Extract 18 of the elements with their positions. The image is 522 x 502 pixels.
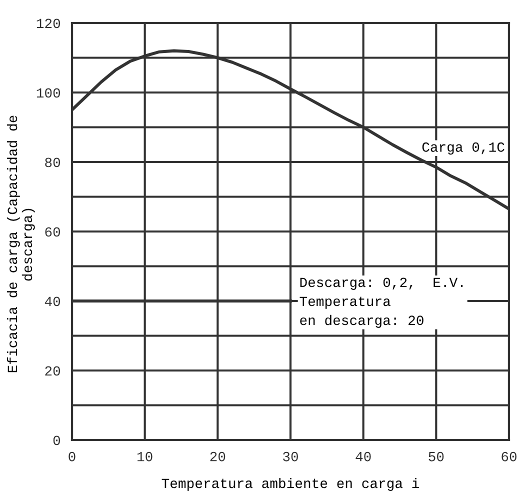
y-tick-label: 0 bbox=[53, 436, 60, 446]
y-axis-title: Eficacia de carga (Capacidad de descarga) bbox=[6, 116, 35, 372]
x-tick-label: 40 bbox=[356, 452, 371, 462]
y-tick-label: 60 bbox=[45, 227, 60, 237]
y-tick-label: 100 bbox=[36, 88, 60, 98]
x-tick-label: 0 bbox=[68, 452, 76, 462]
x-tick-label: 20 bbox=[210, 452, 226, 462]
series-label: Carga 0,1C bbox=[422, 142, 504, 155]
y-tick-label: 120 bbox=[36, 18, 60, 28]
x-tick-label: 60 bbox=[502, 452, 516, 462]
x-tick-label: 30 bbox=[283, 452, 298, 462]
series-label: Descarga: 0,2, E.V. Temperatura en descarga: 20 bbox=[300, 278, 463, 328]
y-tick-label: 80 bbox=[45, 158, 60, 168]
x-tick-label: 50 bbox=[428, 452, 444, 462]
y-tick-label: 40 bbox=[44, 296, 60, 306]
x-tick-label: 10 bbox=[138, 452, 152, 462]
x-axis-title: Temperatura ambiente en carga i bbox=[162, 478, 419, 491]
y-tick-label: 20 bbox=[45, 366, 60, 376]
